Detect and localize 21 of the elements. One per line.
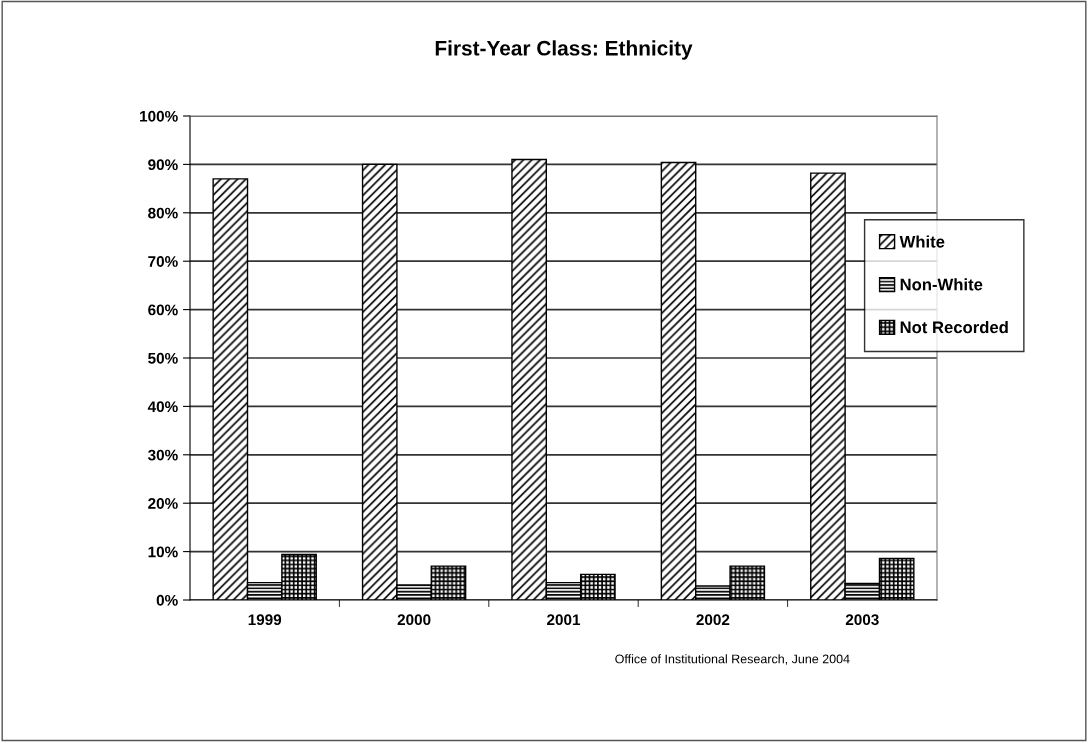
- y-tick-label: 10%: [148, 546, 178, 558]
- y-tick-label: 40%: [147, 401, 178, 413]
- x-tick-label: 1999: [248, 614, 282, 626]
- legend-label: Non-White: [900, 278, 983, 291]
- y-tick-label: 60%: [148, 304, 178, 316]
- text: Office of Institutional Research, June 2004: [615, 654, 850, 665]
- x-tick-label: 2001: [547, 614, 581, 626]
- y-tick-label: 0%: [156, 594, 178, 606]
- y-tick-label: 50%: [148, 352, 178, 364]
- x-tick-label: 2003: [845, 614, 879, 626]
- y-tick-label: 90%: [148, 159, 178, 171]
- x-tick-label: 2002: [696, 614, 730, 626]
- x-tick-label: 2000: [397, 614, 431, 626]
- y-tick-label: 70%: [148, 256, 178, 267]
- chart-title: First-Year Class: Ethnicity: [435, 40, 693, 60]
- y-tick-label: 100%: [140, 110, 178, 122]
- legend-label: Not Recorded: [900, 320, 1008, 334]
- y-tick-label: 20%: [148, 498, 178, 509]
- y-tick-label: 80%: [148, 207, 178, 219]
- y-tick-label: 30%: [147, 449, 178, 461]
- legend-label: White: [899, 235, 945, 248]
